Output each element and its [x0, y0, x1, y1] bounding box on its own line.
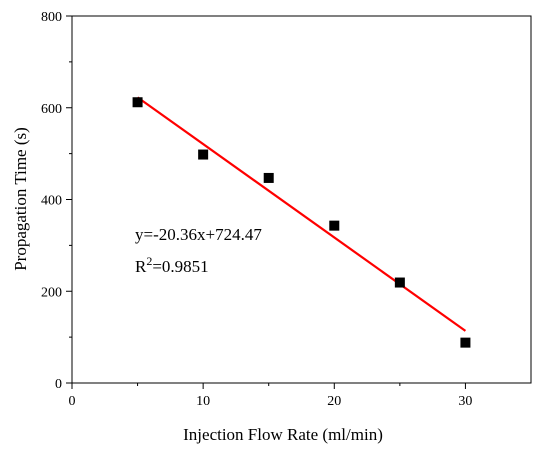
data-point [394, 277, 405, 288]
data-point [263, 172, 274, 183]
data-point [460, 337, 471, 348]
r-squared-label: R2=0.9851 [135, 254, 209, 276]
x-axis-label: Injection Flow Rate (ml/min) [183, 425, 383, 444]
data-points-layer [132, 97, 471, 348]
y-tick-label: 800 [41, 10, 62, 25]
x-axis-ticks: 0 10 20 30 [69, 383, 472, 409]
x-tick-label: 30 [458, 394, 472, 409]
data-point [132, 97, 143, 108]
x-tick-label: 20 [327, 394, 341, 409]
fit-line-layer [136, 96, 467, 332]
y-tick-label: 200 [41, 285, 62, 300]
data-point [198, 149, 209, 160]
x-tick-label: 10 [196, 394, 210, 409]
r-squared-value: =0.9851 [152, 257, 208, 276]
r-squared-prefix: R [135, 257, 147, 276]
fit-line [136, 96, 467, 332]
y-axis-ticks: 0 200 400 600 800 [41, 10, 72, 392]
y-axis-label: Propagation Time (s) [11, 127, 30, 271]
fit-equation: y=-20.36x+724.47 [135, 225, 262, 244]
y-tick-label: 600 [41, 102, 62, 117]
y-tick-label: 0 [55, 377, 62, 392]
y-tick-label: 400 [41, 194, 62, 209]
x-tick-label: 0 [69, 394, 76, 409]
r-squared-superscript: 2 [146, 254, 152, 268]
data-point [329, 220, 340, 231]
